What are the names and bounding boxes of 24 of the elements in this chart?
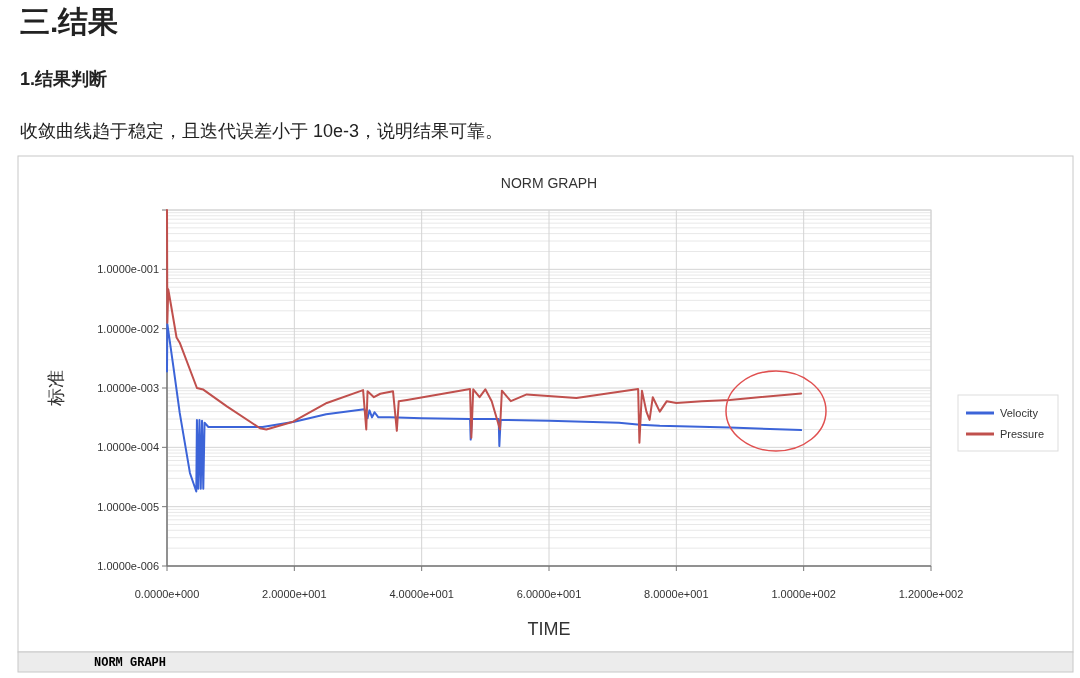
x-tick-label: 1.2000e+002 [898,588,964,600]
y-tick-label: 1.0000e-005 [97,500,159,513]
x-tick-label: 0.0000e+000 [134,588,200,600]
y-tick-label: 1.0000e-001 [97,263,159,276]
x-tick-label: 8.0000e+001 [644,588,709,600]
x-axis-title: TIME [527,619,571,639]
line-series [166,322,803,493]
y-tick-label: 1.0000e-003 [97,382,159,394]
x-tick-label: 4.0000e+001 [389,588,454,600]
text: NORM GRAPH [94,656,167,670]
legend-label: Velocity [1000,407,1039,419]
y-tick-label: 1.0000e-004 [97,441,159,454]
text: 三.结果 [20,5,119,38]
x-tick-label: 1.0000e+002 [771,588,836,600]
y-axis-title: 标准 [46,370,66,407]
text: 收敛曲线趋于稳定，且迭代误差小于 10e-3，说明结果可靠。 [20,121,504,141]
legend-label: Pressure [1000,428,1045,440]
chart-title: NORM GRAPH [500,175,598,191]
line-series [166,209,803,444]
x-tick-label: 6.0000e+001 [516,588,582,600]
text: 1.结果判断 [20,69,108,89]
y-tick-label: 1.0000e-006 [97,560,159,572]
x-tick-label: 2.0000e+001 [262,588,327,600]
y-tick-label: 1.0000e-002 [97,322,159,335]
